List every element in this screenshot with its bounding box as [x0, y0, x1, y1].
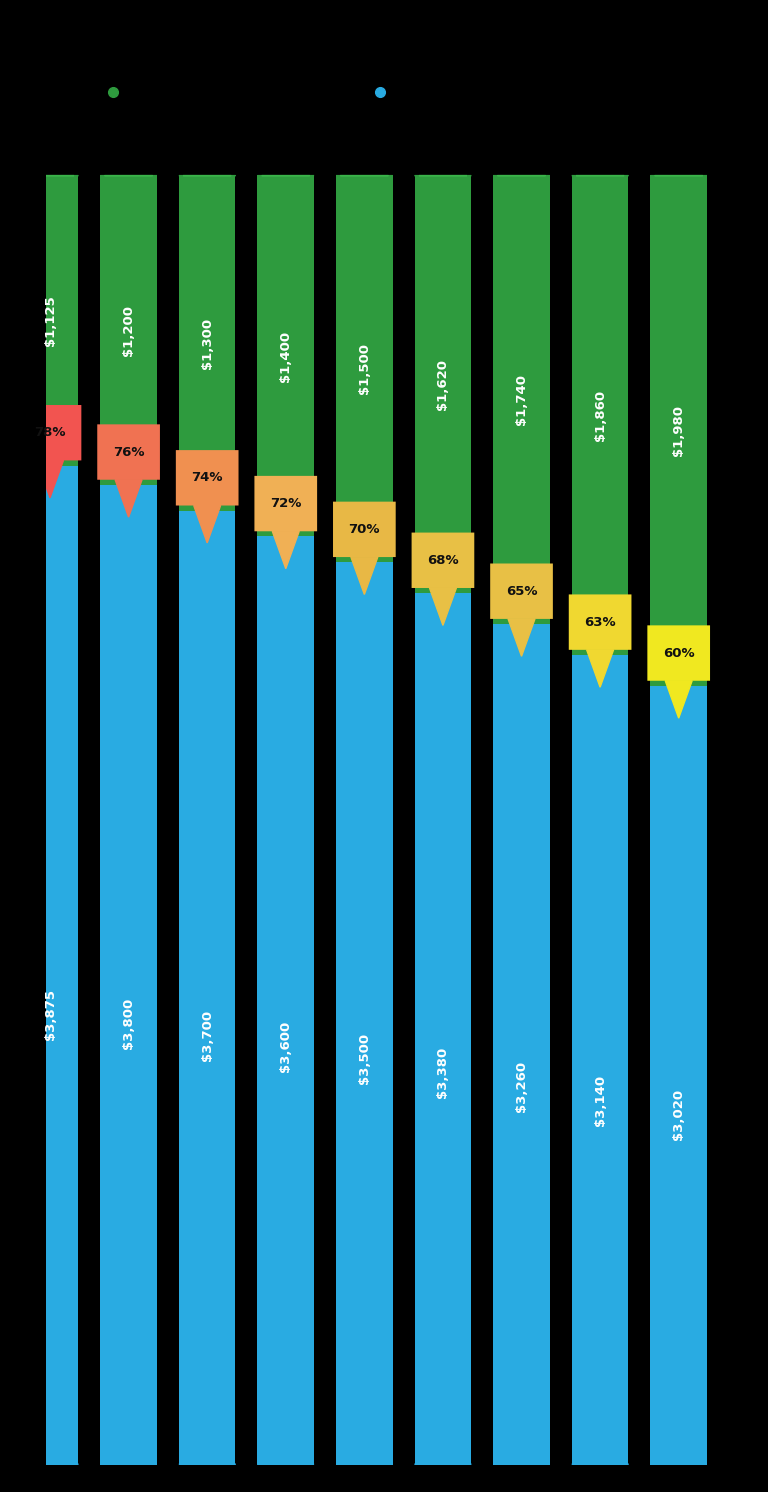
Text: $3,260: $3,260 [515, 1061, 528, 1112]
Bar [650, 176, 707, 686]
Polygon shape [273, 531, 300, 568]
FancyBboxPatch shape [647, 625, 710, 680]
Bar [572, 176, 628, 655]
Text: $1,500: $1,500 [358, 343, 371, 394]
Text: $1,400: $1,400 [280, 331, 293, 382]
Bar [257, 537, 314, 1464]
Bar [179, 510, 236, 1464]
FancyBboxPatch shape [569, 594, 631, 651]
Text: 76%: 76% [113, 446, 144, 458]
Text: $1,980: $1,980 [672, 406, 685, 457]
Bar [101, 485, 157, 1464]
Bar [101, 176, 157, 485]
Text: $1,620: $1,620 [436, 360, 449, 410]
Text: $3,600: $3,600 [280, 1021, 293, 1073]
Text: 68%: 68% [427, 554, 458, 567]
FancyBboxPatch shape [333, 501, 396, 557]
Bar [415, 176, 472, 594]
Bar [336, 562, 392, 1464]
FancyBboxPatch shape [18, 404, 81, 461]
Text: 70%: 70% [349, 522, 380, 536]
Text: $3,800: $3,800 [122, 998, 135, 1049]
Bar [22, 466, 78, 1464]
Text: $3,020: $3,020 [672, 1088, 685, 1140]
Text: $3,875: $3,875 [44, 989, 57, 1040]
Polygon shape [194, 506, 220, 543]
Text: 60%: 60% [663, 646, 694, 659]
Bar [493, 176, 550, 624]
Text: $3,140: $3,140 [594, 1074, 607, 1125]
Text: 74%: 74% [191, 471, 223, 485]
Text: $3,380: $3,380 [436, 1046, 449, 1098]
FancyBboxPatch shape [490, 564, 553, 619]
Bar [415, 594, 472, 1464]
Text: 63%: 63% [584, 616, 616, 628]
Polygon shape [508, 619, 535, 656]
Bar [493, 624, 550, 1464]
Text: $1,200: $1,200 [122, 304, 135, 355]
Bar [257, 176, 314, 537]
Text: $1,740: $1,740 [515, 374, 528, 425]
Bar [336, 176, 392, 562]
Text: $3,700: $3,700 [200, 1010, 214, 1061]
Text: 78%: 78% [35, 427, 66, 439]
Text: 72%: 72% [270, 497, 302, 510]
Bar [22, 176, 78, 466]
Polygon shape [587, 651, 614, 688]
FancyBboxPatch shape [98, 424, 160, 480]
Polygon shape [37, 461, 64, 498]
FancyBboxPatch shape [176, 451, 239, 506]
Polygon shape [429, 588, 456, 625]
Text: $3,500: $3,500 [358, 1032, 371, 1083]
Bar [179, 176, 236, 510]
Bar [572, 655, 628, 1464]
Bar [650, 686, 707, 1464]
Polygon shape [665, 680, 692, 718]
Text: $1,300: $1,300 [200, 318, 214, 369]
Polygon shape [115, 480, 142, 518]
FancyBboxPatch shape [254, 476, 317, 531]
Text: 65%: 65% [506, 585, 538, 598]
Text: $1,860: $1,860 [594, 389, 607, 440]
Polygon shape [351, 557, 378, 594]
Text: $1,125: $1,125 [44, 295, 57, 346]
FancyBboxPatch shape [412, 533, 475, 588]
